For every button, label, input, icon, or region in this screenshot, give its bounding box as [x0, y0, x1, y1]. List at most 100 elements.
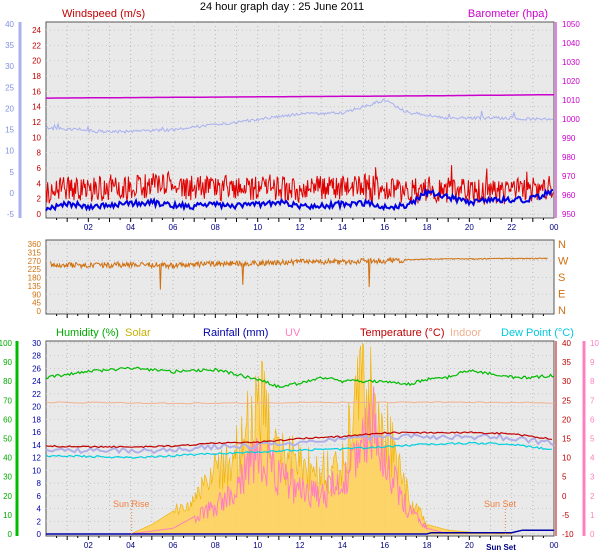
temp-tick: 30 — [562, 377, 571, 386]
indoor-line — [45, 401, 555, 405]
rain-tick: 28 — [32, 352, 41, 361]
temperature-label: Temperature (°C) — [360, 327, 444, 339]
direction-line — [50, 256, 548, 290]
windspeed-tick: 20 — [32, 57, 41, 66]
direction-tick: 45 — [32, 299, 41, 308]
page-title: 24 hour graph day : 25 June 2011 — [200, 1, 364, 13]
windspeed-tick: 22 — [32, 41, 41, 50]
windspeed-tick: 24 — [32, 26, 41, 35]
humidity-line — [45, 366, 555, 389]
uv-tick: 3 — [590, 473, 595, 482]
barometer-tick: 1000 — [562, 115, 580, 124]
humidity-label: Humidity (%) — [56, 327, 119, 339]
p3-x-label: 10 — [253, 541, 262, 550]
barometer-label: Barometer (hpa) — [468, 8, 548, 20]
rain-tick: 20 — [32, 403, 41, 412]
windspeed-tick: 18 — [32, 72, 41, 81]
humidity-tick: 60 — [3, 415, 12, 424]
temp-tick: 5 — [562, 473, 567, 482]
uv-tick: 0 — [590, 530, 595, 539]
windspeed-tick: 2 — [37, 195, 42, 204]
temp-tick: 20 — [562, 415, 571, 424]
gust-tick: 10 — [5, 147, 14, 156]
rain-tick: 0 — [37, 530, 42, 539]
humidity-tick: 10 — [3, 511, 12, 520]
humidity-tick: 40 — [3, 454, 12, 463]
wind-average-line — [45, 187, 554, 212]
humidity-tick: 0 — [8, 530, 13, 539]
gust-tick: 20 — [5, 104, 14, 113]
compass-label: S — [558, 272, 565, 284]
temperature-range-band — [45, 432, 555, 455]
p1-x-label: 02 — [84, 223, 93, 232]
windspeed-tick: 0 — [37, 210, 42, 219]
rain-tick: 16 — [32, 428, 41, 437]
rain-tick: 4 — [37, 505, 42, 514]
windspeed-tick: 4 — [37, 179, 42, 188]
gust-tick: 25 — [5, 83, 14, 92]
barometer-tick: 970 — [562, 172, 576, 181]
direction-tick: 180 — [28, 274, 42, 283]
p1-x-label: 10 — [253, 223, 262, 232]
rain-tick: 6 — [37, 492, 42, 501]
temperature-line — [45, 431, 552, 449]
barometer-tick: 1050 — [562, 20, 580, 29]
uv-tick: 2 — [590, 492, 595, 501]
p3-x-label: 06 — [169, 541, 178, 550]
rain-tick: 2 — [37, 517, 42, 526]
temp-tick: 15 — [562, 435, 571, 444]
direction-tick: 270 — [28, 257, 42, 266]
p3-x-label: 08 — [211, 541, 220, 550]
temp-tick: 35 — [562, 358, 571, 367]
barometer-tick: 1040 — [562, 39, 580, 48]
dewpoint-line — [45, 441, 552, 459]
p1-x-label: 20 — [465, 223, 474, 232]
humidity-tick: 20 — [3, 492, 12, 501]
direction-tick: 360 — [28, 240, 42, 249]
gust-tick: 5 — [10, 168, 15, 177]
uv-tick: 7 — [590, 396, 595, 405]
p1-x-label: 00 — [550, 223, 559, 232]
sunset-axis-label: Sun Set — [486, 543, 516, 552]
gust-tick: 35 — [5, 41, 14, 50]
p3-x-label: 00 — [550, 541, 559, 550]
p1-x-label: 08 — [211, 223, 220, 232]
p1-x-label: 16 — [380, 223, 389, 232]
p1-x-label: 14 — [338, 223, 347, 232]
dewpoint-label: Dew Point (°C) — [501, 327, 574, 339]
uv-tick: 5 — [590, 435, 595, 444]
compass-label: N — [558, 239, 566, 251]
p3-x-label: 12 — [296, 541, 305, 550]
temp-tick: -5 — [562, 511, 570, 520]
uv-tick: 10 — [590, 339, 599, 348]
direction-tick: 135 — [28, 282, 42, 291]
rain-tick: 26 — [32, 364, 41, 373]
p1-x-label: 06 — [169, 223, 178, 232]
p3-x-label: 04 — [126, 541, 135, 550]
indoor-label: Indoor — [450, 327, 482, 339]
p1-x-label: 12 — [296, 223, 305, 232]
gust-line — [45, 98, 554, 135]
compass-label: W — [558, 256, 569, 268]
p3-x-label: 16 — [380, 541, 389, 550]
p3-x-label: 02 — [84, 541, 93, 550]
p1-x-label: 04 — [126, 223, 135, 232]
barometer-line — [46, 93, 554, 99]
humidity-tick: 90 — [3, 358, 12, 367]
humidity-tick: 80 — [3, 377, 12, 386]
rainfall-line — [46, 529, 554, 535]
rain-tick: 10 — [32, 466, 41, 475]
p3-x-label: 20 — [465, 541, 474, 550]
rain-tick: 22 — [32, 390, 41, 399]
humidity-tick: 50 — [3, 435, 12, 444]
humidity-tick: 30 — [3, 473, 12, 482]
p1-x-label: 18 — [423, 223, 432, 232]
p3-x-label: 14 — [338, 541, 347, 550]
rain-tick: 18 — [32, 415, 41, 424]
gust-tick: 30 — [5, 62, 14, 71]
gust-tick: 0 — [10, 189, 15, 198]
rain-tick: 8 — [37, 479, 42, 488]
direction-tick: 90 — [32, 290, 41, 299]
